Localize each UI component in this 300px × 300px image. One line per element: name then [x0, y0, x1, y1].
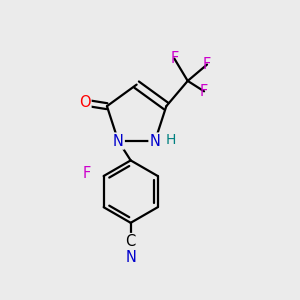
Text: N: N [149, 134, 161, 148]
Text: F: F [200, 84, 208, 99]
Text: O: O [79, 95, 91, 110]
Text: N: N [125, 250, 136, 265]
Text: C: C [126, 234, 136, 249]
Text: F: F [82, 166, 91, 181]
Text: N: N [113, 134, 124, 148]
Text: H: H [165, 134, 176, 148]
Text: F: F [170, 51, 178, 66]
Text: F: F [203, 57, 211, 72]
